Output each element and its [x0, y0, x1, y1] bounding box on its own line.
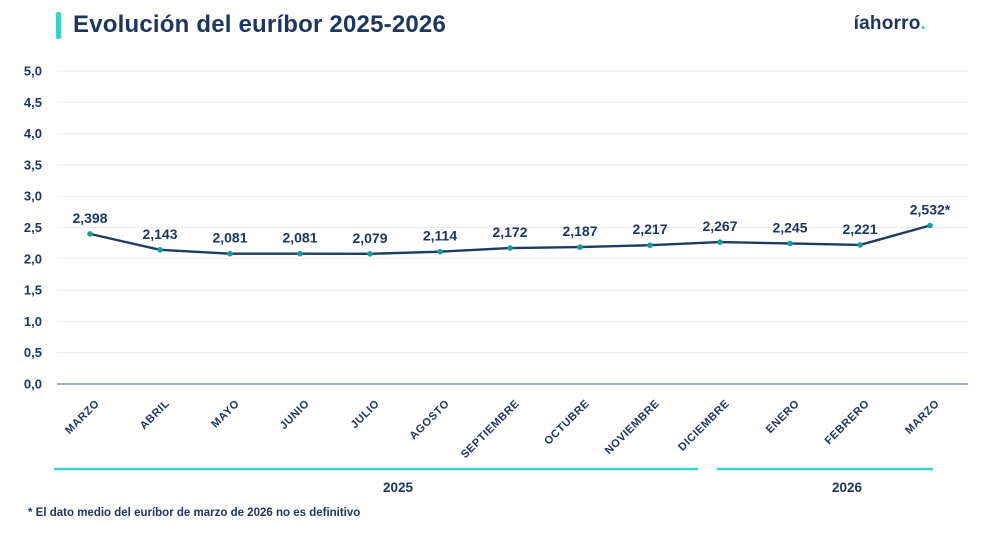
y-axis-tick-label: 2,5 — [24, 220, 42, 235]
page-title: Evolución del euríbor 2025-2026 — [73, 11, 447, 38]
x-axis-tick-label: JULIO — [349, 398, 383, 432]
page-header: Evolución del euríbor 2025-2026 — [56, 11, 446, 39]
x-axis-tick-label: AGOSTO — [408, 398, 453, 443]
data-point — [787, 240, 793, 247]
data-point — [437, 248, 443, 255]
data-point — [227, 250, 233, 257]
y-axis-tick-label: 5,0 — [24, 64, 42, 79]
x-axis-tick-label: DICIEMBRE — [676, 398, 732, 454]
data-point — [647, 242, 653, 249]
data-point-label: 2,114 — [423, 228, 457, 244]
y-axis-tick-label: 3,0 — [24, 189, 42, 204]
x-axis-tick-label: JUNIO — [278, 398, 312, 432]
data-point — [857, 242, 863, 248]
x-axis-tick-label: ENERO — [764, 398, 802, 436]
y-axis-tick-label: 0,0 — [24, 377, 42, 392]
x-axis-tick-label: SEPTIEMBRE — [459, 398, 522, 461]
x-axis-tick-label: MAYO — [209, 398, 242, 431]
y-axis-tick-label: 3,5 — [24, 157, 42, 172]
logo-dot: . — [920, 13, 926, 34]
x-axis-tick-label: NOVIEMBRE — [603, 398, 662, 457]
data-point — [297, 250, 303, 257]
y-axis-tick-label: 4,5 — [24, 95, 42, 110]
y-axis-tick-label: 2,0 — [24, 251, 42, 266]
data-point — [157, 247, 163, 253]
x-axis-tick-label: MARZO — [903, 398, 942, 437]
x-axis-tick-label: ABRIL — [138, 398, 172, 432]
data-point-label: 2,221 — [842, 221, 877, 237]
data-point-label: 2,143 — [142, 226, 177, 242]
y-axis-tick-label: 1,5 — [24, 283, 42, 298]
iahorro-logo: íahorro. — [854, 13, 926, 35]
year-label: 2025 — [383, 480, 414, 495]
logo-text: íahorro — [853, 13, 921, 34]
x-axis-tick-label: OCTUBRE — [542, 398, 592, 448]
year-label: 2026 — [832, 480, 863, 495]
data-point — [927, 222, 933, 229]
data-point — [577, 244, 583, 250]
data-point-label: 2,245 — [772, 219, 807, 235]
y-axis-tick-label: 0,5 — [24, 345, 42, 360]
data-point-label: 2,398 — [72, 210, 107, 226]
y-axis-tick-label: 4,0 — [24, 126, 42, 141]
data-point-label: 2,267 — [702, 218, 737, 234]
data-point — [87, 231, 93, 237]
data-point-label: 2,532* — [910, 201, 951, 217]
data-point-label: 2,172 — [492, 224, 527, 240]
data-point — [717, 239, 723, 245]
data-point — [507, 245, 513, 251]
footnote: * El dato medio del euríbor de marzo de … — [28, 507, 361, 519]
x-axis-tick-label: FEBRERO — [823, 398, 872, 447]
y-axis-tick-label: 1,0 — [24, 314, 42, 329]
title-accent-bar — [56, 11, 61, 39]
x-axis-tick-label: MARZO — [63, 398, 102, 437]
data-point-label: 2,081 — [282, 230, 317, 246]
data-point-label: 2,187 — [562, 223, 597, 239]
data-point-label: 2,217 — [632, 221, 667, 237]
data-point — [367, 251, 373, 257]
data-point-label: 2,081 — [212, 230, 247, 246]
data-point-label: 2,079 — [352, 230, 387, 246]
